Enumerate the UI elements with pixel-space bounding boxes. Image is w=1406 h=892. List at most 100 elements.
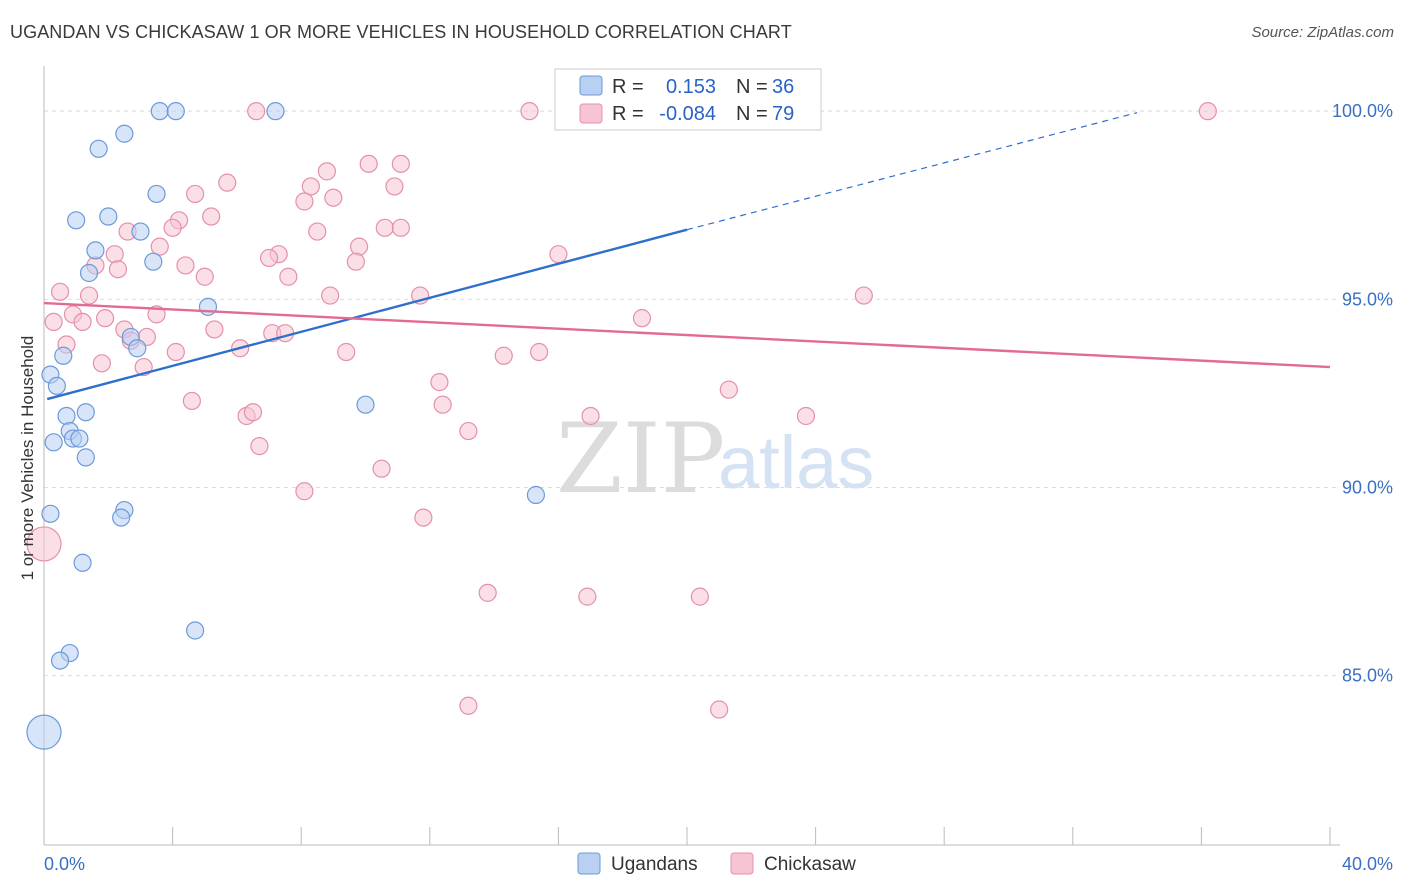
watermark-zip: ZIP (556, 403, 725, 515)
ugandan-trend-line (46, 228, 688, 401)
y-tick-label-100: 100.0% (1332, 101, 1393, 121)
watermark: ZIP atlas (556, 403, 874, 515)
chickasaw-points (26, 102, 1217, 719)
chickasaw-point-62 (243, 403, 263, 422)
chickasaw-point-75 (710, 700, 729, 719)
bottom-legend-label-chickasaw: Chickasaw (764, 854, 856, 875)
ugandan-point-2 (266, 102, 285, 121)
chickasaw-point-11 (295, 192, 314, 211)
chickasaw-point-39 (632, 309, 652, 328)
chickasaw-point-40 (73, 312, 92, 332)
chickasaw-point-55 (92, 354, 111, 373)
bottom-legend-label-ugandans: Ugandans (611, 854, 698, 875)
y-tick-label-90: 90.0% (1342, 477, 1393, 497)
chickasaw-point-33 (79, 286, 99, 305)
chickasaw-point-1 (520, 102, 539, 121)
legend-box: R = 0.153 N = 36 R = -0.084 N = 79 (554, 68, 822, 131)
ugandan-point-31 (186, 621, 205, 640)
ugandan-point-18 (356, 395, 375, 414)
ugandan-trend-extension (686, 112, 1138, 231)
chickasaw-point-70 (26, 526, 62, 562)
bottom-legend-swatch-ugandans (577, 852, 601, 875)
chickasaw-point-32 (50, 282, 70, 301)
legend-r-value-2: -0.084 (659, 103, 716, 125)
chickasaw-point-73 (690, 587, 709, 606)
ugandan-point-19 (57, 406, 76, 426)
chickasaw-point-30 (195, 267, 214, 286)
chickasaw-point-31 (279, 267, 298, 286)
chickasaw-point-0 (247, 102, 266, 121)
chickasaw-point-27 (176, 256, 195, 275)
chickasaw-point-14 (202, 207, 221, 226)
chickasaw-point-63 (581, 406, 600, 426)
chickasaw-point-67 (372, 459, 391, 478)
chickasaw-point-57 (430, 373, 449, 392)
legend-swatch-chickasaw (579, 103, 603, 124)
legend-r-label-2: R = (612, 103, 644, 125)
chickasaw-point-8 (301, 177, 320, 196)
x-tick-label-max: 40.0% (1342, 854, 1393, 874)
chickasaw-point-69 (414, 508, 433, 527)
ugandan-points (26, 102, 545, 750)
chickasaw-point-71 (478, 583, 497, 602)
chickasaw-point-51 (337, 342, 356, 362)
x-tick-labels: 0.0% 40.0% (44, 854, 1393, 874)
ugandan-point-1 (166, 102, 185, 121)
chickasaw-point-42 (44, 312, 63, 332)
chickasaw-point-44 (205, 320, 224, 339)
chickasaw-point-18 (308, 222, 327, 241)
gridlines (44, 110, 1340, 677)
ugandan-point-30 (73, 553, 92, 572)
chickasaw-point-17 (391, 218, 410, 237)
chickasaw-point-29 (108, 260, 128, 279)
chickasaw-point-68 (295, 482, 314, 501)
chickasaw-point-41 (95, 309, 115, 328)
chickasaw-point-59 (182, 391, 201, 411)
chickasaw-point-12 (324, 188, 343, 207)
chickasaw-point-5 (359, 154, 378, 173)
legend-n-label-1: N = (736, 76, 768, 98)
chickasaw-point-21 (349, 237, 369, 256)
y-tick-labels: 100.0% 95.0% 90.0% 85.0% (1332, 101, 1393, 685)
chickasaw-point-66 (250, 436, 269, 456)
ugandan-point-24 (44, 433, 63, 452)
ugandan-point-26 (526, 485, 545, 505)
chickasaw-point-20 (150, 237, 169, 256)
chickasaw-point-64 (796, 406, 816, 426)
chart-title: UGANDAN VS CHICKASAW 1 OR MORE VEHICLES … (10, 22, 792, 42)
chickasaw-point-34 (321, 286, 340, 305)
watermark-atlas: atlas (718, 421, 874, 504)
chickasaw-point-9 (385, 177, 404, 196)
ugandan-point-6 (67, 211, 86, 230)
y-axis-label: 1 or more Vehicles in Household (18, 336, 37, 581)
ugandan-point-20 (76, 403, 95, 422)
chickasaw-point-65 (459, 421, 478, 441)
ugandan-point-10 (144, 252, 163, 271)
bottom-legend-swatch-chickasaw (730, 852, 754, 875)
ugandan-point-14 (128, 339, 147, 358)
x-tick-label-min: 0.0% (44, 854, 85, 874)
chickasaw-point-4 (317, 162, 337, 181)
legend-r-value-1: 0.153 (666, 76, 716, 98)
chickasaw-point-16 (375, 218, 394, 237)
chart-source: Source: ZipAtlas.com (1251, 24, 1394, 41)
ugandan-point-9 (86, 241, 105, 260)
chickasaw-point-36 (854, 286, 873, 305)
ugandan-point-7 (99, 207, 118, 226)
ugandan-point-23 (70, 429, 89, 448)
ugandan-point-8 (131, 222, 150, 241)
chickasaw-point-38 (147, 305, 166, 324)
y-tick-label-85: 85.0% (1342, 666, 1393, 686)
ugandan-point-17 (47, 376, 66, 395)
chickasaw-point-58 (719, 380, 738, 399)
ugandan-point-29 (112, 508, 131, 527)
chickasaw-trend-line (43, 301, 1331, 369)
y-tick-label-95: 95.0% (1342, 289, 1393, 309)
ugandan-point-27 (41, 504, 60, 523)
chickasaw-point-46 (276, 324, 295, 343)
legend-n-value-1: 36 (772, 76, 794, 98)
chickasaw-point-6 (391, 154, 410, 173)
chickasaw-point-54 (494, 346, 513, 365)
chickasaw-point-10 (186, 184, 205, 204)
